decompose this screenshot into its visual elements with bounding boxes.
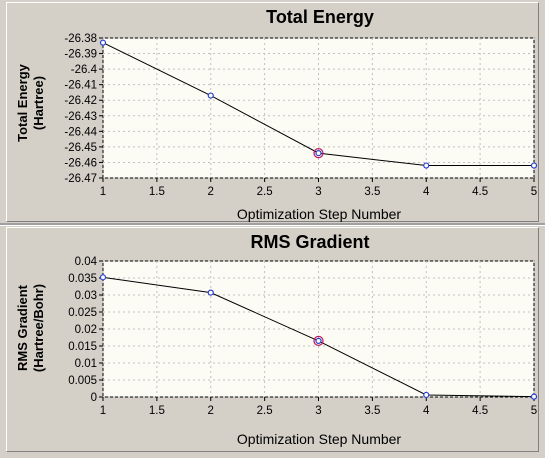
y-tick-label: 0.025 [68,307,97,319]
y-tick-label: 0.02 [75,324,97,336]
x-tick-label: 4 [423,186,430,198]
y-tick-label: -26.42 [64,95,97,107]
x-tick-label: 3.5 [364,186,380,198]
y-tick-label: -26.4 [71,64,98,76]
data-point[interactable] [315,337,322,345]
x-tick-label: 3 [315,405,321,417]
data-point[interactable] [423,391,430,399]
y-axis: -26.38 -26.39 -26.4 -26.41 -26.42 -26.43 -26.4… [64,33,103,185]
x-tick-label: 4.5 [472,186,488,198]
chart-title: Total Energy [266,7,374,27]
data-point[interactable] [99,274,107,281]
x-tick-label: 4.5 [472,405,488,417]
data-point[interactable] [207,92,214,99]
y-axis-label-line-2: (Hartree) [31,76,46,130]
data-point[interactable] [99,39,107,46]
x-tick-label: 5 [531,186,537,198]
rms-gradient-chart: RMS Gradient 0 0.005 0.01 0.015 0.02 0.025 0.0… [15,232,538,447]
data-point[interactable] [530,162,538,169]
x-tick-label: 5 [531,405,537,417]
y-tick-label: -26.41 [64,80,97,92]
x-tick-label: 3 [315,186,321,198]
x-axis-label: Optimization Step Number [237,206,402,222]
panel-divider [0,223,545,226]
x-axis-label: Optimization Step Number [237,431,402,447]
chart-title: RMS Gradient [250,232,369,252]
gradient-series [99,274,538,400]
x-tick-label: 4 [423,405,430,417]
rms-gradient-chart-panel: RMS Gradient 0 0.005 0.01 0.015 0.02 0.025 0.0… [6,227,539,452]
x-tick-label: 1.5 [149,186,165,198]
grid-lines [102,37,535,179]
energy-series [99,39,538,169]
y-tick-label: -26.39 [64,49,97,61]
y-tick-label: -26.43 [64,111,97,123]
x-tick-label: 2.5 [257,186,273,198]
y-axis-label-line-1: RMS Gradient [15,284,30,371]
data-point[interactable] [530,393,538,400]
x-tick-label: 1 [100,405,106,417]
highlight-ring [313,147,324,159]
y-tick-label: 0.01 [75,358,97,370]
y-axis-label-line-2: (Hartree/Bohr) [31,284,46,372]
y-tick-label: 0.005 [68,375,97,387]
x-tick-label: 1 [100,186,106,198]
highlight-ring [313,335,324,347]
y-tick-label: 0.03 [75,290,97,302]
data-point[interactable] [423,162,430,169]
x-tick-label: 2 [208,186,214,198]
x-tick-label: 1.5 [149,405,165,417]
y-tick-label: 0.04 [75,256,98,268]
y-tick-label: 0.035 [68,273,97,285]
data-point[interactable] [315,150,322,157]
y-tick-label: 0 [91,392,97,404]
y-tick-label: -26.38 [64,33,97,45]
total-energy-chart: Total Energy -26.38-26.39-26.4-26.41-26.… [15,7,538,222]
total-energy-chart-panel: Total Energy -26.38 -26.39 -26.4 -26.41 -26.… [6,2,539,222]
y-tick-label: -26.45 [64,142,97,154]
y-tick-label: -26.47 [64,173,97,185]
y-tick-label: -26.44 [64,126,97,138]
y-tick-label: -26.46 [64,157,97,169]
data-point[interactable] [207,289,214,296]
x-tick-label: 3.5 [364,405,380,417]
y-axis-label-line-1: Total Energy [15,63,30,142]
x-tick-label: 2.5 [257,405,273,417]
y-tick-label: 0.015 [68,341,97,353]
x-tick-label: 2 [208,405,214,417]
x-axis: 1 1.5 2 2.5 3 3.5 4 4.5 5 [100,178,537,198]
x-axis: 1 1.5 2 2.5 3 3.5 4 4.5 5 [100,397,537,417]
y-axis: 0 0.005 0.01 0.015 0.02 0.025 0.03 0.035 0.04 [68,256,103,404]
